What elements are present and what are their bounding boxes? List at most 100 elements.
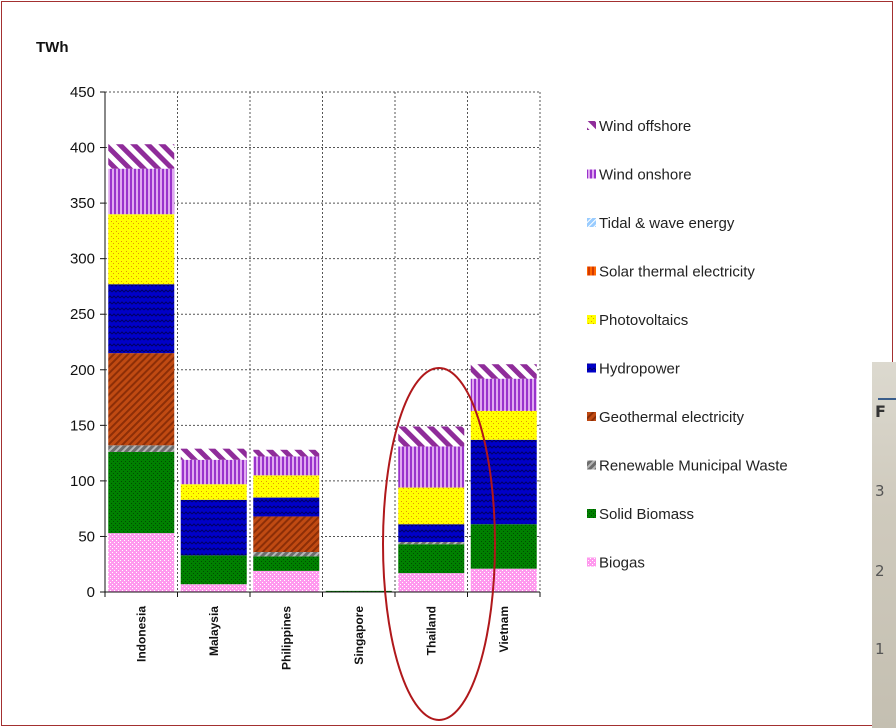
inset-glyph: 1 bbox=[875, 640, 885, 658]
bar-segment-philippines-solid-biomass bbox=[253, 556, 320, 571]
legend-label: Geothermal electricity bbox=[599, 409, 745, 426]
bar-segment-thailand-photovoltaics bbox=[398, 487, 465, 525]
bar-segment-thailand-wind-onshore bbox=[398, 446, 465, 488]
legend-swatch bbox=[587, 412, 596, 421]
bar-segment-philippines-geothermal-electricity bbox=[253, 516, 320, 552]
y-tick-label: 300 bbox=[70, 251, 95, 268]
legend-swatch bbox=[587, 509, 596, 518]
bar-segment-philippines-wind-offshore bbox=[253, 449, 320, 457]
bar-segment-vietnam-solid-biomass bbox=[470, 524, 537, 569]
legend-swatch bbox=[587, 363, 596, 373]
gridlines bbox=[105, 91, 541, 592]
bar-segment-vietnam-hydropower bbox=[470, 439, 537, 525]
bar-segment-indonesia-wind-onshore bbox=[108, 168, 175, 215]
bar-segment-philippines-renewable-municipal-waste bbox=[253, 552, 320, 557]
legend-swatch bbox=[587, 121, 596, 130]
x-category-label-thailand: Thailand bbox=[424, 606, 438, 655]
bar-stack-malaysia bbox=[180, 448, 247, 592]
x-category-label-singapore: Singapore bbox=[352, 606, 366, 665]
legend-item-biogas: Biogas bbox=[587, 555, 645, 572]
bar-segment-indonesia-biogas bbox=[108, 533, 175, 592]
bar-segment-indonesia-renewable-municipal-waste bbox=[108, 445, 175, 452]
y-tick-label: 100 bbox=[70, 473, 95, 490]
bar-segment-thailand-renewable-municipal-waste bbox=[398, 542, 465, 545]
x-category-label-malaysia: Malaysia bbox=[207, 606, 221, 656]
y-axis-tick-labels: 0 50 100 150 200 250 300 350 400 450 bbox=[70, 84, 95, 601]
thailand-highlight-ellipse bbox=[382, 367, 496, 721]
legend-swatch bbox=[587, 266, 596, 276]
y-tick-label: 200 bbox=[70, 362, 95, 379]
x-category-label-vietnam: Vietnam bbox=[497, 606, 511, 652]
legend-item-solar-thermal-electricity: Solar thermal electricity bbox=[587, 264, 755, 281]
bar-segment-singapore-solid-biomass bbox=[325, 590, 392, 592]
legend: Wind offshore Wind onshore Tidal & wave en… bbox=[587, 118, 788, 572]
bar-segment-indonesia-geothermal-electricity bbox=[108, 353, 175, 446]
bar-segment-malaysia-photovoltaics bbox=[180, 484, 247, 500]
bar-segment-malaysia-hydropower bbox=[180, 499, 247, 556]
legend-swatch bbox=[587, 315, 596, 324]
legend-label: Renewable Municipal Waste bbox=[599, 458, 788, 475]
bar-segment-vietnam-wind-onshore bbox=[470, 378, 537, 411]
bar-segment-philippines-biogas bbox=[253, 570, 320, 592]
legend-swatch bbox=[587, 218, 596, 227]
x-category-label-philippines: Philippines bbox=[279, 606, 293, 670]
legend-swatch bbox=[587, 169, 596, 179]
y-axis-unit-label: TWh bbox=[36, 39, 68, 56]
legend-item-wind-offshore: Wind offshore bbox=[587, 118, 691, 135]
bar-segment-vietnam-wind-offshore bbox=[470, 364, 537, 379]
x-category-label-indonesia: Indonesia bbox=[134, 606, 148, 662]
bar-segment-philippines-wind-onshore bbox=[253, 456, 320, 476]
bar-segment-indonesia-photovoltaics bbox=[108, 214, 175, 285]
bar-stack-vietnam bbox=[470, 364, 537, 592]
legend-swatch bbox=[587, 557, 596, 567]
bar-segment-indonesia-wind-offshore bbox=[108, 144, 175, 169]
legend-item-solid-biomass: Solid Biomass bbox=[587, 506, 694, 523]
bar-segment-thailand-hydropower bbox=[398, 524, 465, 542]
y-tick-label: 50 bbox=[78, 528, 95, 545]
legend-label: Solar thermal electricity bbox=[599, 264, 755, 281]
legend-label: Photovoltaics bbox=[599, 312, 688, 329]
x-axis-category-labels: Indonesia Malaysia Philippines Singapore Tha… bbox=[134, 606, 511, 670]
legend-item-wind-onshore: Wind onshore bbox=[587, 167, 692, 184]
bar-segment-malaysia-solid-biomass bbox=[180, 555, 247, 585]
bar-segment-malaysia-wind-onshore bbox=[180, 459, 247, 485]
legend-item-geothermal-electricity: Geothermal electricity bbox=[587, 409, 745, 426]
y-tick-label: 400 bbox=[70, 140, 95, 157]
bar-segment-philippines-hydropower bbox=[253, 497, 320, 517]
bar-stack-indonesia bbox=[108, 144, 175, 592]
inset-glyph: 3 bbox=[875, 482, 885, 500]
bar-segment-thailand-wind-offshore bbox=[398, 426, 465, 447]
inset-glyph: 2 bbox=[875, 562, 885, 580]
legend-item-tidal-and-wave-energy: Tidal & wave energy bbox=[587, 215, 735, 232]
bar-segment-thailand-solid-biomass bbox=[398, 544, 465, 574]
bar-stack-singapore bbox=[325, 590, 392, 592]
y-tick-label: 450 bbox=[70, 84, 95, 101]
legend-item-renewable-municipal-waste: Renewable Municipal Waste bbox=[587, 458, 788, 475]
axes bbox=[100, 91, 541, 597]
legend-swatch bbox=[587, 460, 596, 470]
y-tick-label: 250 bbox=[70, 306, 95, 323]
legend-label: Wind offshore bbox=[599, 118, 691, 135]
cropped-inset-image: F 3 2 1 bbox=[872, 362, 896, 728]
y-tick-label: 350 bbox=[70, 195, 95, 212]
inset-glyph: F bbox=[875, 402, 886, 421]
bar-segment-philippines-photovoltaics bbox=[253, 475, 320, 498]
y-tick-label: 0 bbox=[87, 584, 95, 601]
bar-segment-malaysia-wind-offshore bbox=[180, 448, 247, 460]
bar-segment-thailand-biogas bbox=[398, 573, 465, 592]
legend-label: Hydropower bbox=[599, 361, 680, 378]
bar-segment-malaysia-biogas bbox=[180, 584, 247, 592]
y-tick-label: 150 bbox=[70, 417, 95, 434]
bar-segment-vietnam-biogas bbox=[470, 568, 537, 592]
bar-segment-vietnam-photovoltaics bbox=[470, 410, 537, 440]
bar-stack-philippines bbox=[253, 449, 320, 592]
legend-label: Tidal & wave energy bbox=[599, 215, 735, 232]
legend-item-hydropower: Hydropower bbox=[587, 361, 680, 378]
bar-segment-indonesia-solid-biomass bbox=[108, 452, 175, 534]
bars bbox=[108, 144, 537, 592]
bar-stack-thailand bbox=[398, 426, 465, 592]
legend-item-photovoltaics: Photovoltaics bbox=[587, 312, 688, 329]
legend-label: Solid Biomass bbox=[599, 506, 694, 523]
inset-rule bbox=[878, 398, 896, 400]
